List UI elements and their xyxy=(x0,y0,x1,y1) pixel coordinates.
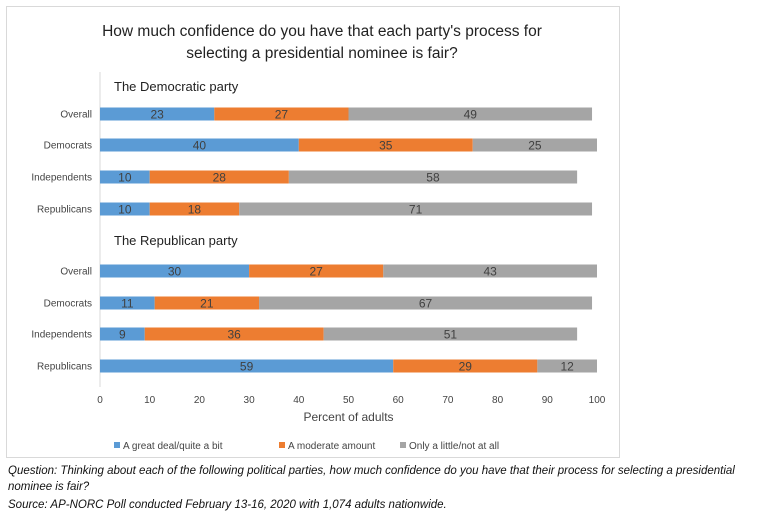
question-note: Question: Thinking about each of the fol… xyxy=(8,465,735,493)
data-label: 28 xyxy=(213,171,227,185)
stacked-bar-chart: The Democratic party Overall 23 27 49 Democra… xyxy=(31,72,606,452)
legend-swatch xyxy=(114,442,120,448)
bar-segment xyxy=(323,327,578,341)
data-label: 49 xyxy=(464,108,478,122)
x-tick-label: 20 xyxy=(194,395,206,406)
bar-segment xyxy=(259,296,593,310)
category-label: Overall xyxy=(60,267,92,278)
legend-swatch xyxy=(279,442,285,448)
chart-container: How much confidence do you have that eac… xyxy=(6,6,620,458)
bar-segment xyxy=(348,107,593,121)
data-label: 27 xyxy=(275,108,289,122)
bar-segment xyxy=(100,170,150,184)
bar-segment xyxy=(100,138,299,152)
data-label: 30 xyxy=(168,265,182,279)
data-label: 21 xyxy=(200,297,214,311)
data-label: 29 xyxy=(459,360,473,374)
bar-segment xyxy=(383,264,597,278)
x-tick-label: 0 xyxy=(97,395,103,406)
data-label: 9 xyxy=(119,328,126,342)
bar-segment xyxy=(472,138,597,152)
legend-swatch xyxy=(400,442,406,448)
data-label: 27 xyxy=(310,265,324,279)
category-label: Democrats xyxy=(44,299,92,310)
legend-label: A great deal/quite a bit xyxy=(123,441,223,452)
x-tick-label: 10 xyxy=(144,395,156,406)
bar-segment xyxy=(100,296,155,310)
data-label: 35 xyxy=(379,139,393,153)
category-label: Overall xyxy=(60,110,92,121)
data-label: 40 xyxy=(193,139,207,153)
bar-segment xyxy=(100,359,394,373)
bar-segment xyxy=(249,264,384,278)
bar-segment xyxy=(100,264,250,278)
category-label: Independents xyxy=(31,173,92,184)
category-label: Republicans xyxy=(37,205,92,216)
category-label: Independents xyxy=(31,330,92,341)
x-tick-label: 50 xyxy=(343,395,355,406)
bar-segment xyxy=(288,170,578,184)
data-label: 36 xyxy=(228,328,242,342)
bar-segment xyxy=(239,202,593,216)
bar-segment xyxy=(393,359,538,373)
x-tick-label: 100 xyxy=(589,395,606,406)
group-label: The Republican party xyxy=(114,233,238,248)
x-tick-label: 60 xyxy=(393,395,405,406)
chart-title: How much confidence do you have that eac… xyxy=(102,23,542,62)
group-label: The Democratic party xyxy=(114,79,239,94)
data-label: 59 xyxy=(240,360,254,374)
x-tick-label: 80 xyxy=(492,395,504,406)
legend-label: Only a little/not at all xyxy=(409,441,499,452)
bar-segment xyxy=(144,327,324,341)
x-tick-label: 30 xyxy=(244,395,256,406)
data-label: 43 xyxy=(483,265,497,279)
data-label: 71 xyxy=(409,203,423,217)
data-label: 10 xyxy=(118,171,132,185)
x-axis-title: Percent of adults xyxy=(303,410,393,424)
category-label: Republicans xyxy=(37,362,92,373)
bar-segment xyxy=(537,359,597,373)
bar-segment xyxy=(154,296,260,310)
data-label: 23 xyxy=(150,108,164,122)
data-label: 11 xyxy=(121,297,134,311)
bar-segment xyxy=(100,327,145,341)
data-label: 67 xyxy=(419,297,433,311)
bar-segment xyxy=(100,107,215,121)
data-label: 58 xyxy=(426,171,440,185)
source-note: Source: AP-NORC Poll conducted February … xyxy=(8,499,447,511)
bar-segment xyxy=(100,202,150,216)
data-label: 18 xyxy=(188,203,202,217)
data-label: 10 xyxy=(118,203,132,217)
data-label: 51 xyxy=(444,328,458,342)
x-tick-label: 40 xyxy=(293,395,305,406)
bar-segment xyxy=(149,170,289,184)
category-label: Democrats xyxy=(44,141,92,152)
x-tick-label: 90 xyxy=(542,395,554,406)
bar-segment xyxy=(149,202,240,216)
data-label: 12 xyxy=(561,360,575,374)
x-tick-label: 70 xyxy=(442,395,454,406)
bar-segment xyxy=(298,138,473,152)
data-label: 25 xyxy=(528,139,542,153)
bar-segment xyxy=(214,107,349,121)
legend-label: A moderate amount xyxy=(288,441,375,452)
